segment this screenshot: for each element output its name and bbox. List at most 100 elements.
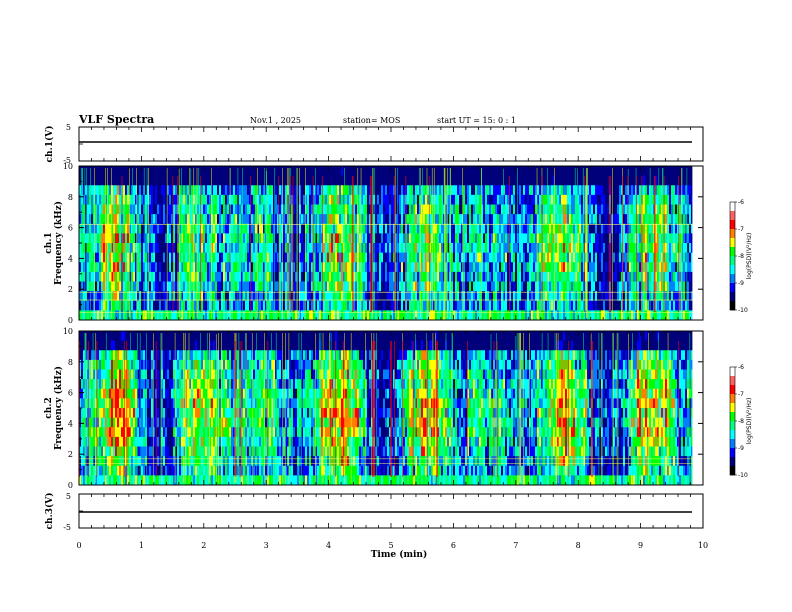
- spectrogram-cell: [215, 204, 217, 215]
- spectrogram-cell: [379, 175, 381, 186]
- spectrogram-cell: [477, 281, 479, 292]
- spectrogram-cell: [107, 300, 109, 311]
- spectrogram-cell: [199, 281, 201, 292]
- spectrogram-cell: [141, 204, 143, 215]
- spectrogram-cell: [405, 166, 407, 177]
- spectrogram-cell: [519, 243, 521, 254]
- spectrogram-cell: [345, 262, 347, 273]
- spectrogram-cell: [335, 185, 337, 196]
- spectrogram-cell: [273, 262, 275, 273]
- spectrogram-cell: [287, 223, 289, 234]
- spectrogram-cell: [417, 310, 419, 321]
- spectrogram-cell: [383, 214, 385, 225]
- spectrogram-column: [493, 166, 495, 321]
- spectrogram-cell: [169, 291, 171, 302]
- spectrogram-cell: [369, 214, 371, 225]
- spectrogram-cell: [413, 185, 415, 196]
- spectrogram-cell: [149, 233, 151, 244]
- spectrogram-cell: [353, 300, 355, 311]
- spectrogram-cell: [467, 204, 469, 215]
- spectrogram-cell: [167, 204, 169, 215]
- spectrogram-cell: [619, 233, 621, 244]
- spectrogram-cell: [597, 214, 599, 225]
- spectrogram-cell: [609, 194, 611, 205]
- spectrogram-column: [455, 166, 457, 321]
- spectrogram-cell: [281, 223, 283, 234]
- spectrogram-cell: [491, 204, 493, 215]
- spectrogram-column: [285, 166, 287, 321]
- spectrogram-cell: [561, 166, 563, 177]
- spectrogram-cell: [533, 252, 535, 263]
- spectrogram-cell: [637, 281, 639, 292]
- spectrogram-cell: [259, 175, 261, 186]
- spectrogram-cell: [379, 310, 381, 321]
- spectrogram-cell: [477, 223, 479, 234]
- spectrogram-cell: [523, 175, 525, 186]
- spectrogram-cell: [141, 300, 143, 311]
- spectrogram-cell: [337, 223, 339, 234]
- spectrogram-cell: [543, 300, 545, 311]
- spectrogram-cell: [615, 291, 617, 302]
- spectrogram-cell: [181, 204, 183, 215]
- spectrogram-cell: [513, 175, 515, 186]
- spectrogram-cell: [303, 300, 305, 311]
- spectrogram-cell: [319, 223, 321, 234]
- spectrogram-cell: [461, 223, 463, 234]
- spectrogram-cell: [377, 262, 379, 273]
- spectrogram-column: [287, 166, 289, 321]
- spectrogram-cell: [623, 281, 625, 292]
- spectrogram-cell: [109, 271, 111, 282]
- spectrogram-cell: [425, 166, 427, 177]
- spectrogram-cell: [543, 175, 545, 186]
- spectrogram-cell: [335, 300, 337, 311]
- spectrogram-cell: [437, 291, 439, 302]
- spectrogram-cell: [93, 262, 95, 273]
- spectrogram-cell: [203, 175, 205, 186]
- spectrogram-cell: [479, 291, 481, 302]
- spectrogram-cell: [231, 214, 233, 225]
- spectrogram-cell: [413, 300, 415, 311]
- spectrogram-cell: [401, 223, 403, 234]
- spectrogram-cell: [613, 252, 615, 263]
- spectrogram-cell: [363, 175, 365, 186]
- spectrogram-cell: [503, 262, 505, 273]
- spectrogram-cell: [375, 252, 377, 263]
- spectrogram-cell: [385, 281, 387, 292]
- spectrogram-cell: [125, 194, 127, 205]
- spectrogram-column: [459, 166, 461, 321]
- spectrogram-cell: [637, 223, 639, 234]
- spectrogram-cell: [263, 310, 265, 321]
- spectrogram-cell: [581, 271, 583, 282]
- spectrogram-cell: [523, 233, 525, 244]
- spectrogram-cell: [197, 281, 199, 292]
- spectrogram-cell: [545, 223, 547, 234]
- spectrogram-cell: [385, 214, 387, 225]
- spectrogram-cell: [437, 204, 439, 215]
- spectrogram-cell: [417, 291, 419, 302]
- spectrogram-cell: [243, 281, 245, 292]
- spectrogram-cell: [547, 214, 549, 225]
- spectrogram-column: [567, 166, 569, 321]
- spectrogram-cell: [615, 223, 617, 234]
- spectrogram-cell: [455, 300, 457, 311]
- spectrogram-cell: [631, 271, 633, 282]
- spectrogram-cell: [317, 252, 319, 263]
- spectrogram-cell: [259, 271, 261, 282]
- spectrogram-cell: [259, 223, 261, 234]
- spectrogram-cell: [633, 175, 635, 186]
- spectrogram-cell: [277, 214, 279, 225]
- spectrogram-cell: [191, 204, 193, 215]
- spectrogram-cell: [359, 291, 361, 302]
- spectrogram-column: [537, 166, 539, 321]
- spectrogram-cell: [349, 243, 351, 254]
- spectrogram-cell: [511, 223, 513, 234]
- spectrogram-cell: [611, 223, 613, 234]
- spectrogram-cell: [561, 291, 563, 302]
- spectrogram-cell: [599, 291, 601, 302]
- spectrogram-cell: [359, 185, 361, 196]
- spectrogram-cell: [303, 262, 305, 273]
- spectrogram-cell: [359, 204, 361, 215]
- spectrogram-cell: [643, 166, 645, 177]
- spectrogram-cell: [511, 310, 513, 321]
- spectrogram-cell: [493, 223, 495, 234]
